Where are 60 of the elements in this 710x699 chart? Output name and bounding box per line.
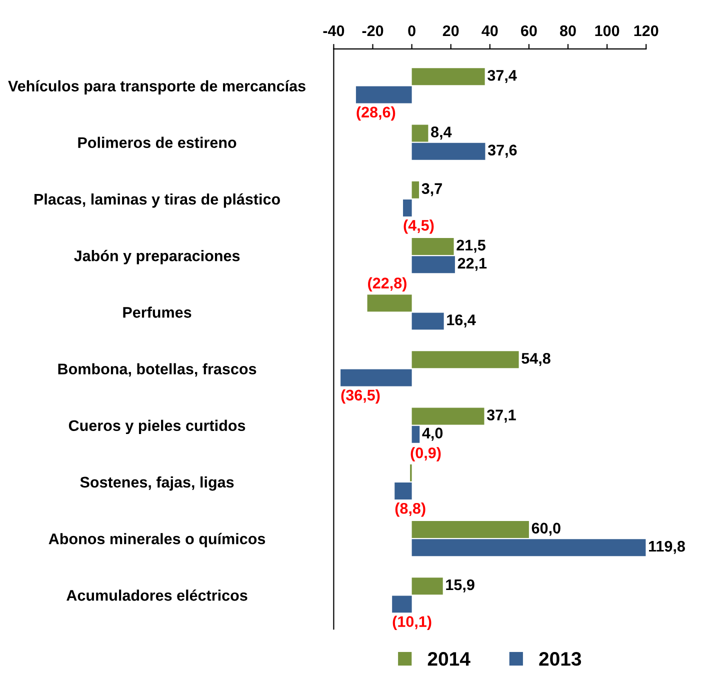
data-label: (10,1) <box>392 616 432 630</box>
bar <box>412 238 454 255</box>
bar <box>412 312 444 330</box>
bar <box>412 351 519 368</box>
data-label: 37,1 <box>486 410 516 423</box>
x-tick-label: 0 <box>408 25 416 36</box>
bar <box>412 256 455 274</box>
data-label: 8,4 <box>431 126 452 140</box>
bar <box>392 596 412 613</box>
x-tick-label: 80 <box>560 25 576 36</box>
bar <box>367 294 412 312</box>
y-tick-label: Polimeros de estireno <box>78 136 236 148</box>
y-tick-label: Perfumes <box>123 306 192 318</box>
legend-label: 2013 <box>539 652 582 666</box>
y-tick-label: Cueros y pieles curtidos <box>68 420 246 434</box>
data-label: 16,4 <box>447 314 476 328</box>
y-tick-label: Placas, laminas y tiras de plástico <box>34 193 280 208</box>
bar <box>412 408 484 425</box>
x-tick-label: -20 <box>362 25 384 36</box>
x-tick-label: -40 <box>323 25 344 36</box>
y-tick-label: Abonos minerales o químicos <box>48 532 266 548</box>
data-label: 119,8 <box>649 540 685 554</box>
data-label: 15,9 <box>446 579 474 592</box>
y-tick-label: Vehículos para transporte de mercancías <box>8 80 306 94</box>
data-label: (28,6) <box>356 106 396 121</box>
x-tick-label: 120 <box>634 25 658 36</box>
bar <box>412 181 420 198</box>
bar <box>412 142 486 160</box>
data-label: (4,5) <box>404 220 434 234</box>
x-tick-label: 20 <box>442 25 459 36</box>
data-label: 3,7 <box>422 183 442 196</box>
data-label: 37,4 <box>488 70 517 83</box>
data-label: 37,6 <box>488 144 517 158</box>
y-tick-label: Jabón y preparaciones <box>74 250 240 264</box>
legend-label: 2014 <box>428 652 470 666</box>
x-tick-label: 100 <box>595 25 620 36</box>
data-label: (22,8) <box>368 277 406 292</box>
y-tick-label: Acumuladores eléctricos <box>66 589 248 601</box>
bar <box>412 426 420 443</box>
data-label: 22,1 <box>458 258 487 271</box>
data-label: 21,5 <box>456 240 486 253</box>
bar <box>356 86 412 104</box>
data-label: 4,0 <box>422 428 443 441</box>
bar <box>412 124 428 142</box>
y-tick-label: Bombona, botellas, frascos <box>58 363 256 377</box>
data-label: (36,5) <box>341 389 380 404</box>
x-tick-label: 40 <box>482 25 498 36</box>
bar <box>340 369 412 386</box>
y-tick-label: Sostenes, fajas, ligas <box>80 476 234 491</box>
bar <box>394 482 412 500</box>
data-label: 54,8 <box>522 352 550 366</box>
bar <box>412 539 646 556</box>
data-label: (0,9) <box>410 447 441 462</box>
bar <box>412 578 443 595</box>
bar <box>412 520 529 538</box>
data-label: 60,0 <box>532 522 560 536</box>
bar <box>403 199 412 216</box>
data-label: (8,8) <box>395 502 426 517</box>
bar <box>412 68 485 86</box>
x-tick-label: 60 <box>521 25 537 36</box>
